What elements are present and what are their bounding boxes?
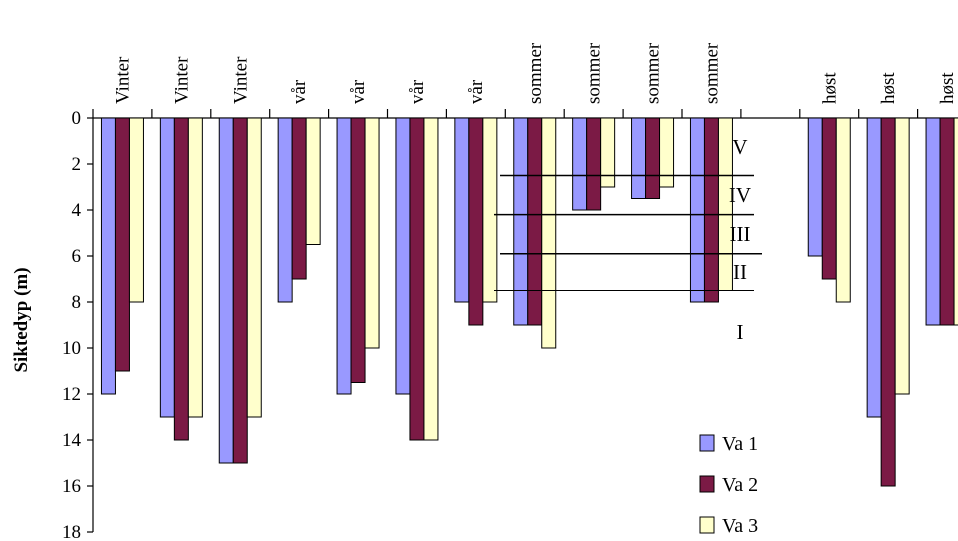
legend: Va 1 Va 2 Va 3 — [699, 433, 758, 537]
legend-label: Va 2 — [722, 474, 758, 496]
zone-label: IV — [729, 183, 751, 207]
legend-label: Va 1 — [722, 433, 758, 455]
category-label: vår — [289, 79, 310, 104]
bar-va-3 — [953, 117, 958, 326]
bar-va-3 — [482, 117, 498, 303]
category-label: Vinter — [171, 56, 192, 104]
category-label: vår — [348, 79, 369, 104]
bar-va-3 — [364, 117, 380, 349]
category-label: høst — [937, 72, 958, 104]
y-tick-label: 6 — [72, 246, 82, 267]
bar-va-2 — [409, 117, 425, 441]
bar-va-1 — [572, 117, 588, 211]
bar-va-2 — [821, 117, 837, 280]
y-tick-label: 2 — [72, 154, 82, 175]
bar-va-1 — [631, 117, 647, 199]
bar-va-3 — [128, 117, 144, 303]
y-tick-label: 10 — [62, 338, 81, 359]
bar-va-2 — [232, 117, 248, 464]
bar-va-2 — [114, 117, 130, 372]
legend-label: Va 3 — [722, 515, 758, 537]
bar-va-2 — [173, 117, 189, 441]
bar-va-3 — [423, 117, 439, 441]
y-tick-label: 18 — [62, 522, 81, 541]
bar-va-2 — [645, 117, 661, 199]
bar-va-1 — [159, 117, 175, 418]
bar-va-3 — [894, 117, 910, 395]
bar-va-2 — [939, 117, 955, 326]
bar-va-1 — [336, 117, 352, 395]
bar-va-2 — [350, 117, 366, 383]
y-tick-label: 8 — [72, 292, 82, 313]
bar-va-1 — [395, 117, 411, 395]
category-label: sommer — [643, 42, 664, 104]
bar-va-1 — [513, 117, 529, 326]
bar-va-2 — [468, 117, 484, 326]
legend-swatch — [699, 434, 715, 452]
bar-va-1 — [807, 117, 823, 257]
bar-va-3 — [187, 117, 203, 418]
zone-label: I — [737, 320, 744, 344]
zone-label: III — [730, 222, 751, 246]
y-tick-label: 4 — [72, 200, 82, 221]
bar-va-2 — [586, 117, 602, 211]
bar-va-2 — [527, 117, 543, 326]
labels: 0 2 4 6 8 10 12 14 16 18 Vinter Vinter Vinter vår vår v… — [11, 42, 958, 541]
category-label: høst — [878, 72, 899, 104]
bar-va-1 — [277, 117, 293, 303]
y-tick-label: 16 — [62, 476, 81, 497]
bar-va-3 — [305, 117, 321, 245]
bar-va-1 — [454, 117, 470, 303]
bar-va-1 — [218, 117, 234, 464]
bar-va-3 — [659, 117, 675, 188]
bar-va-3 — [246, 117, 262, 418]
category-label: vår — [466, 79, 487, 104]
bar-va-3 — [600, 117, 616, 188]
bar-va-2 — [880, 117, 896, 487]
category-label: Vinter — [230, 56, 251, 104]
category-label: vår — [407, 79, 428, 104]
category-label: høst — [819, 72, 840, 104]
zone-label: II — [733, 260, 747, 284]
bar-va-1 — [689, 117, 705, 303]
legend-swatch — [699, 516, 715, 534]
y-tick-label: 12 — [62, 384, 81, 405]
zone-lines — [494, 174, 762, 291]
zone-label: V — [732, 135, 747, 159]
category-label: sommer — [584, 42, 605, 104]
y-tick-label: 0 — [72, 108, 82, 129]
bars — [100, 117, 958, 487]
y-tick-label: 14 — [62, 430, 82, 451]
category-label: Vinter — [112, 56, 133, 104]
y-axis-title: Siktedyp (m) — [11, 267, 32, 372]
bar-va-1 — [866, 117, 882, 418]
bar-va-1 — [925, 117, 941, 326]
bar-va-1 — [100, 117, 116, 395]
bar-va-3 — [835, 117, 851, 303]
category-label: sommer — [701, 42, 722, 104]
bar-va-2 — [703, 117, 719, 303]
category-label: sommer — [525, 42, 546, 104]
bar-va-3 — [541, 117, 557, 349]
bar-va-2 — [291, 117, 307, 280]
legend-swatch — [699, 475, 715, 493]
